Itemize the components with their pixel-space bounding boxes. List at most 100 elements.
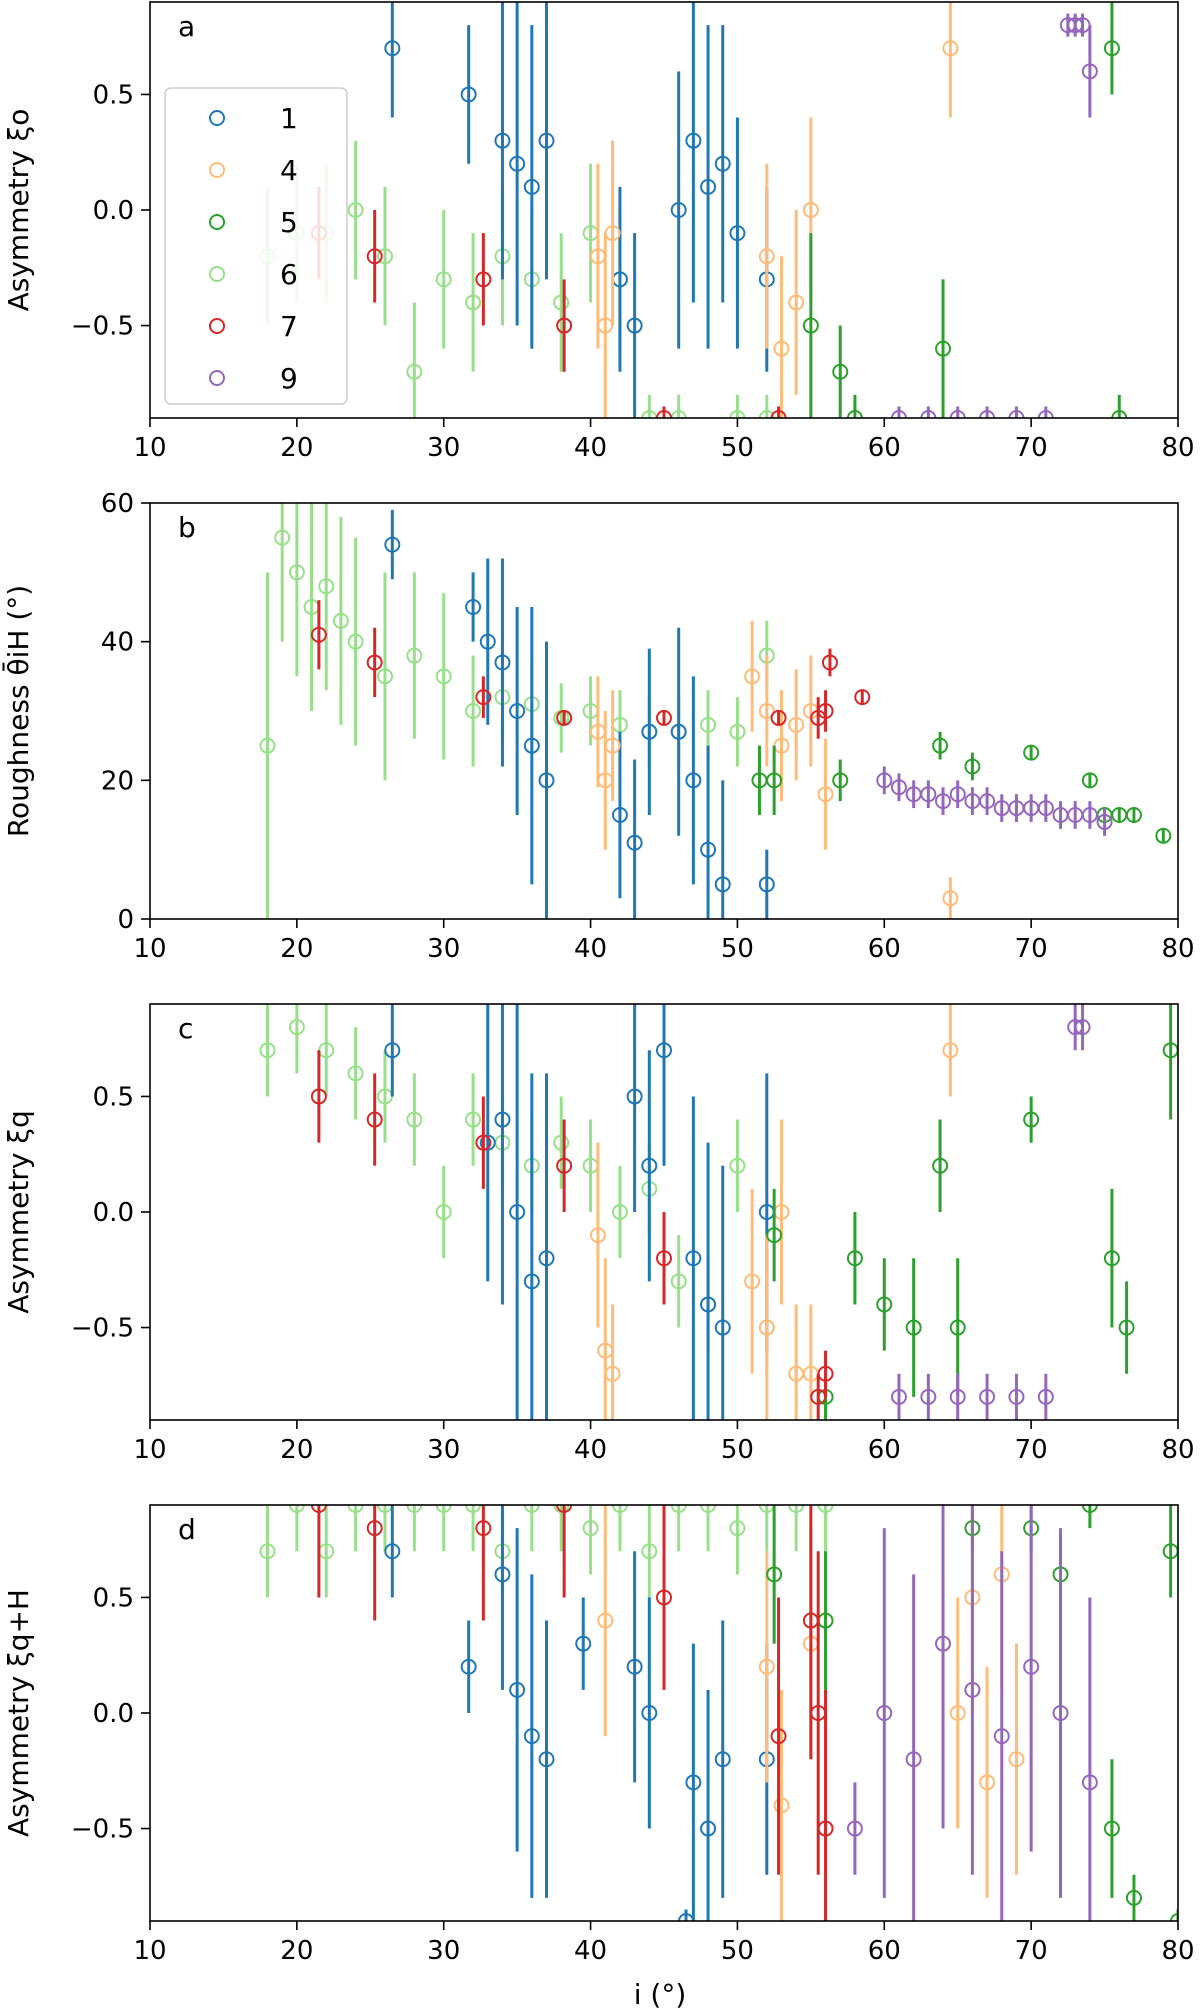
series-5 bbox=[802, 2, 1128, 418]
data-point bbox=[1103, 1250, 1120, 1267]
data-point bbox=[538, 772, 555, 789]
data-point bbox=[556, 1157, 573, 1174]
y-axis-title: Asymmetry ξo bbox=[2, 109, 35, 312]
x-tick-label: 20 bbox=[280, 1435, 313, 1465]
y-tick-label: 0 bbox=[117, 905, 134, 935]
data-point bbox=[685, 772, 702, 789]
legend-label: 7 bbox=[280, 310, 298, 343]
data-point bbox=[523, 737, 540, 754]
data-point bbox=[626, 1088, 643, 1105]
data-point bbox=[1052, 1705, 1069, 1721]
data-point bbox=[435, 1505, 452, 1513]
data-point bbox=[366, 1111, 383, 1128]
data-point bbox=[384, 536, 401, 553]
data-point bbox=[670, 723, 687, 740]
y-tick-label: −0.5 bbox=[71, 1314, 134, 1344]
legend: 1 4 5 6 7 9 bbox=[164, 87, 348, 405]
data-point bbox=[366, 1520, 383, 1537]
data-point bbox=[523, 1273, 540, 1290]
data-point bbox=[384, 1042, 401, 1059]
data-point bbox=[1023, 744, 1040, 761]
data-point bbox=[949, 410, 966, 418]
data-point bbox=[611, 1204, 628, 1220]
data-point bbox=[714, 876, 731, 893]
data-point bbox=[788, 1505, 805, 1513]
data-point bbox=[685, 1774, 702, 1791]
data-point bbox=[347, 633, 364, 650]
data-point bbox=[575, 1635, 592, 1652]
data-point bbox=[589, 1227, 606, 1244]
data-point bbox=[700, 178, 717, 195]
data-point bbox=[846, 1250, 863, 1267]
data-point bbox=[259, 737, 276, 754]
data-point bbox=[318, 578, 335, 595]
data-point bbox=[714, 1319, 731, 1336]
data-point bbox=[641, 410, 658, 418]
data-point bbox=[758, 410, 775, 418]
x-tick-label: 60 bbox=[868, 1435, 901, 1465]
series-9 bbox=[846, 1505, 1098, 1921]
data-point bbox=[670, 410, 687, 418]
data-point bbox=[758, 1658, 775, 1675]
data-point bbox=[744, 1273, 761, 1290]
data-point bbox=[376, 1505, 393, 1513]
data-point bbox=[475, 1134, 492, 1151]
data-point bbox=[604, 225, 621, 242]
panel-letter: c bbox=[178, 1012, 193, 1045]
data-point bbox=[556, 1505, 573, 1513]
data-point bbox=[942, 40, 959, 57]
data-point bbox=[604, 737, 621, 754]
data-point bbox=[729, 225, 746, 242]
x-tick-label: 80 bbox=[1161, 433, 1194, 463]
data-point bbox=[1081, 807, 1098, 823]
data-point bbox=[509, 1681, 526, 1698]
y-tick-label: 40 bbox=[101, 628, 134, 658]
data-point bbox=[376, 668, 393, 685]
x-tick-label: 20 bbox=[280, 934, 313, 964]
data-point bbox=[494, 1111, 511, 1128]
data-point bbox=[310, 1505, 327, 1513]
data-point bbox=[979, 1388, 996, 1405]
data-point bbox=[656, 1250, 672, 1267]
data-point bbox=[729, 723, 746, 740]
y-tick-label: 20 bbox=[101, 766, 134, 796]
data-point bbox=[460, 1658, 477, 1675]
data-point bbox=[1096, 813, 1113, 830]
data-point bbox=[1125, 807, 1142, 823]
data-point bbox=[942, 1042, 959, 1059]
panel-b: 10 20 30 40 50 60 70 80 0 20 40 60 b Roughness θ̄iH (… bbox=[1, 489, 1195, 964]
legend-marker bbox=[209, 318, 225, 334]
data-point bbox=[770, 709, 787, 726]
y-tick-label: 0.5 bbox=[93, 1583, 134, 1613]
data-point bbox=[1125, 1889, 1142, 1906]
x-tick-label: 70 bbox=[1015, 1435, 1048, 1465]
x-tick-label: 30 bbox=[427, 1936, 460, 1966]
data-point bbox=[773, 1797, 790, 1814]
data-point bbox=[626, 1658, 643, 1675]
series-4 bbox=[589, 620, 959, 919]
data-point bbox=[832, 363, 849, 380]
data-point bbox=[1155, 827, 1172, 844]
data-point bbox=[964, 758, 981, 775]
data-point bbox=[656, 410, 672, 418]
data-point bbox=[890, 1388, 907, 1405]
data-point bbox=[700, 1296, 717, 1313]
series-5 bbox=[766, 1004, 1178, 1420]
data-point bbox=[935, 340, 952, 357]
panel-d: 10 20 30 40 50 60 70 80 −0.5 0.0 0.5 d Asymmetry ξq+… bbox=[2, 1504, 1195, 1966]
data-point bbox=[604, 1365, 621, 1382]
data-point bbox=[964, 1681, 981, 1698]
data-point bbox=[770, 410, 787, 418]
legend-marker bbox=[209, 110, 225, 126]
panel-c: 10 20 30 40 50 60 70 80 −0.5 0.0 0.5 c Asymmetry ξq bbox=[2, 1003, 1195, 1465]
data-point bbox=[685, 132, 702, 149]
data-point bbox=[465, 703, 482, 719]
data-point bbox=[993, 1728, 1010, 1745]
data-point bbox=[1037, 1388, 1054, 1405]
data-point bbox=[700, 716, 717, 733]
data-point bbox=[678, 1913, 695, 1921]
data-point bbox=[1037, 410, 1054, 418]
panel-b-frame bbox=[149, 502, 1179, 920]
panel-b-data bbox=[259, 503, 1172, 919]
data-point bbox=[1103, 40, 1120, 57]
